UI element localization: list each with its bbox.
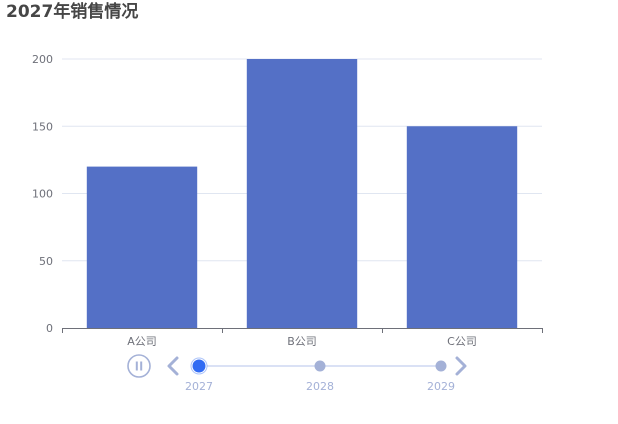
prev-chevron-icon[interactable] <box>167 356 179 376</box>
chart-title: 2027年销售情况 <box>6 2 139 22</box>
pause-icon <box>127 354 151 378</box>
bars <box>86 59 518 328</box>
timeline-node[interactable] <box>192 359 206 373</box>
timeline-node[interactable] <box>314 360 326 372</box>
timeline-year-label[interactable]: 2029 <box>427 380 455 393</box>
pause-bar <box>135 361 138 371</box>
y-tick-label: 0 <box>46 322 53 335</box>
y-tick-label: 200 <box>32 53 53 66</box>
next-chevron-icon[interactable] <box>455 356 467 376</box>
timeline: 2027 2028 2029 <box>127 354 467 393</box>
x-tick-label: B公司 <box>287 335 317 348</box>
y-tick-label: 100 <box>32 188 53 201</box>
bar <box>406 126 518 328</box>
bar <box>86 166 198 328</box>
timeline-node[interactable] <box>435 360 447 372</box>
play-pause-button[interactable] <box>127 354 151 378</box>
x-tick-label: A公司 <box>127 335 157 348</box>
x-tick-label: C公司 <box>447 335 477 348</box>
y-tick-label: 50 <box>39 255 53 268</box>
bar <box>246 59 358 328</box>
timeline-year-label[interactable]: 2027 <box>185 380 213 393</box>
axes: 0 50 100 150 200 A公司 B公司 C公司 <box>32 53 543 348</box>
y-tick-label: 150 <box>32 120 53 133</box>
timeline-year-label[interactable]: 2028 <box>306 380 334 393</box>
pause-bar <box>140 361 143 371</box>
